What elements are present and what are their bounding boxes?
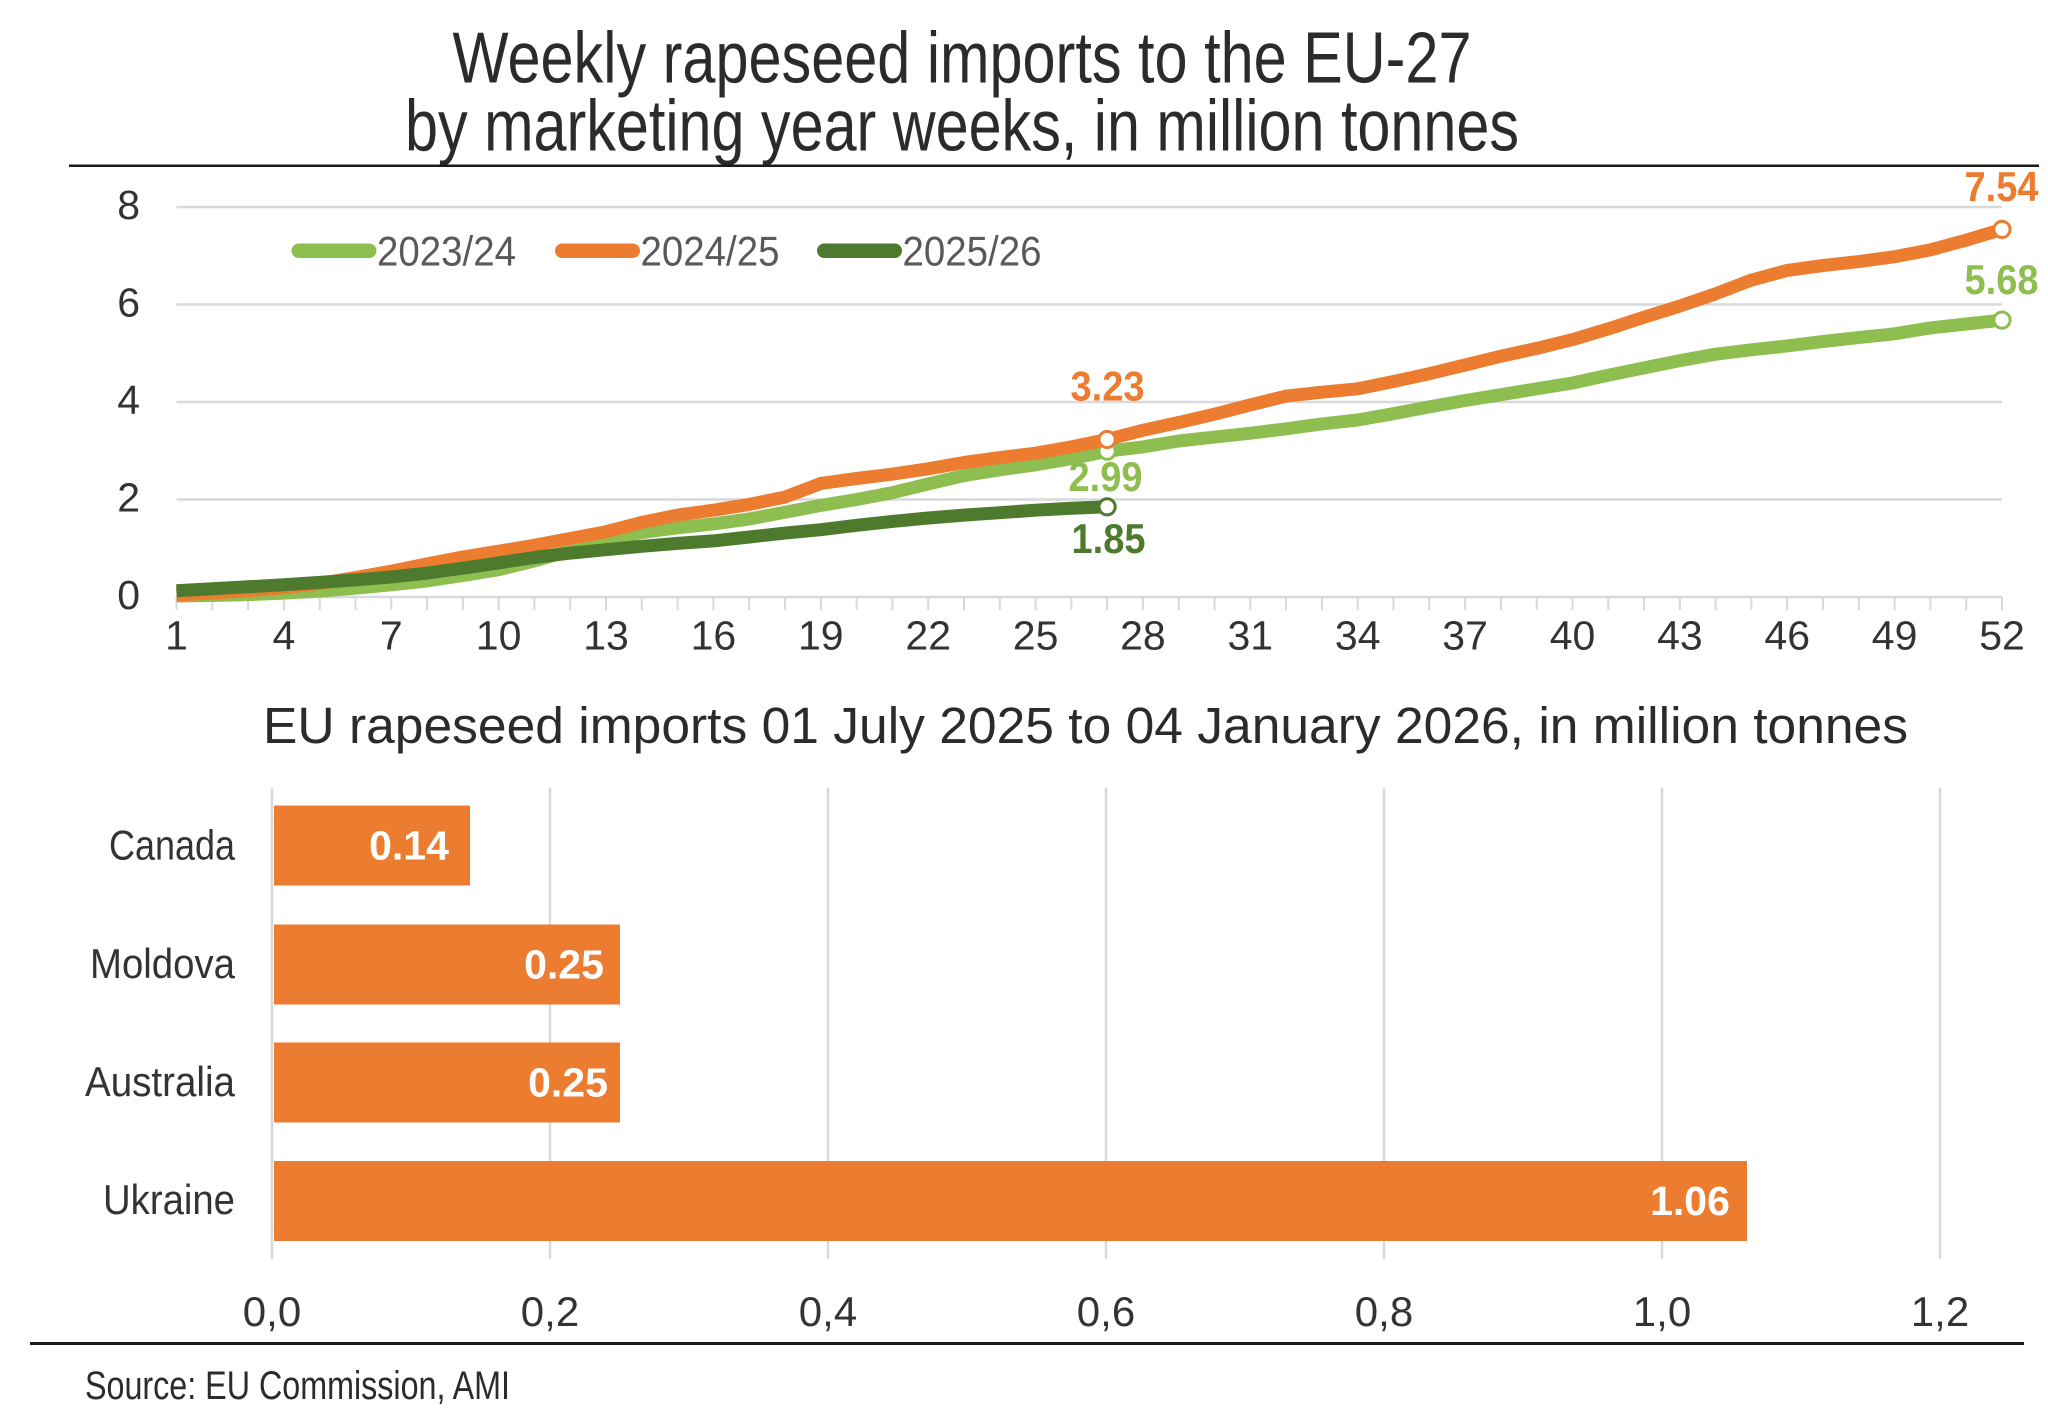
svg-text:31: 31 <box>1227 613 1273 659</box>
svg-text:52: 52 <box>1979 613 2025 659</box>
svg-text:25: 25 <box>1013 613 1059 659</box>
svg-text:2025/26: 2025/26 <box>903 228 1042 275</box>
svg-text:by marketing year weeks, in mi: by marketing year weeks, in million tonn… <box>405 87 1519 167</box>
svg-text:Australia: Australia <box>85 1058 236 1105</box>
svg-text:28: 28 <box>1120 613 1166 659</box>
svg-text:7.54: 7.54 <box>1965 163 2040 210</box>
svg-text:2.99: 2.99 <box>1069 453 1143 500</box>
svg-text:2024/25: 2024/25 <box>641 228 780 275</box>
svg-text:49: 49 <box>1872 613 1918 659</box>
svg-text:10: 10 <box>476 613 522 659</box>
svg-text:2023/24: 2023/24 <box>377 228 516 275</box>
svg-text:43: 43 <box>1657 613 1703 659</box>
svg-text:1.85: 1.85 <box>1072 515 1146 562</box>
svg-text:8: 8 <box>117 182 140 228</box>
svg-text:37: 37 <box>1442 613 1488 659</box>
svg-text:Ukraine: Ukraine <box>103 1176 235 1223</box>
svg-text:0.14: 0.14 <box>369 823 449 869</box>
svg-text:1,2: 1,2 <box>1911 1288 1969 1335</box>
svg-text:Moldova: Moldova <box>90 940 236 987</box>
svg-text:0.25: 0.25 <box>524 942 604 988</box>
svg-text:Canada: Canada <box>109 822 236 869</box>
svg-text:13: 13 <box>583 613 629 659</box>
svg-text:1,0: 1,0 <box>1633 1288 1691 1335</box>
svg-text:19: 19 <box>798 613 844 659</box>
svg-text:1.06: 1.06 <box>1650 1178 1730 1224</box>
svg-text:0,0: 0,0 <box>243 1288 301 1335</box>
svg-text:0,8: 0,8 <box>1355 1288 1413 1335</box>
svg-text:2: 2 <box>117 475 140 521</box>
svg-text:3.23: 3.23 <box>1071 363 1145 410</box>
svg-text:6: 6 <box>117 280 140 326</box>
svg-text:4: 4 <box>117 377 140 423</box>
svg-text:34: 34 <box>1335 613 1381 659</box>
svg-text:Source: EU Commission, AMI: Source: EU Commission, AMI <box>85 1364 510 1408</box>
svg-text:EU rapeseed imports 01 July 20: EU rapeseed imports 01 July 2025 to 04 J… <box>263 697 1908 754</box>
svg-text:40: 40 <box>1550 613 1596 659</box>
svg-text:16: 16 <box>691 613 737 659</box>
svg-text:4: 4 <box>272 613 295 659</box>
svg-text:0,4: 0,4 <box>799 1288 857 1335</box>
svg-text:5.68: 5.68 <box>1965 256 2039 303</box>
svg-text:0,2: 0,2 <box>521 1288 579 1335</box>
svg-text:1: 1 <box>165 613 188 659</box>
svg-text:7: 7 <box>380 613 403 659</box>
svg-text:0: 0 <box>117 572 140 618</box>
svg-text:22: 22 <box>905 613 951 659</box>
svg-text:46: 46 <box>1764 613 1810 659</box>
svg-text:0,6: 0,6 <box>1077 1288 1135 1335</box>
svg-text:Weekly rapeseed imports to the: Weekly rapeseed imports to the EU-27 <box>453 19 1472 99</box>
svg-text:0.25: 0.25 <box>528 1060 608 1106</box>
